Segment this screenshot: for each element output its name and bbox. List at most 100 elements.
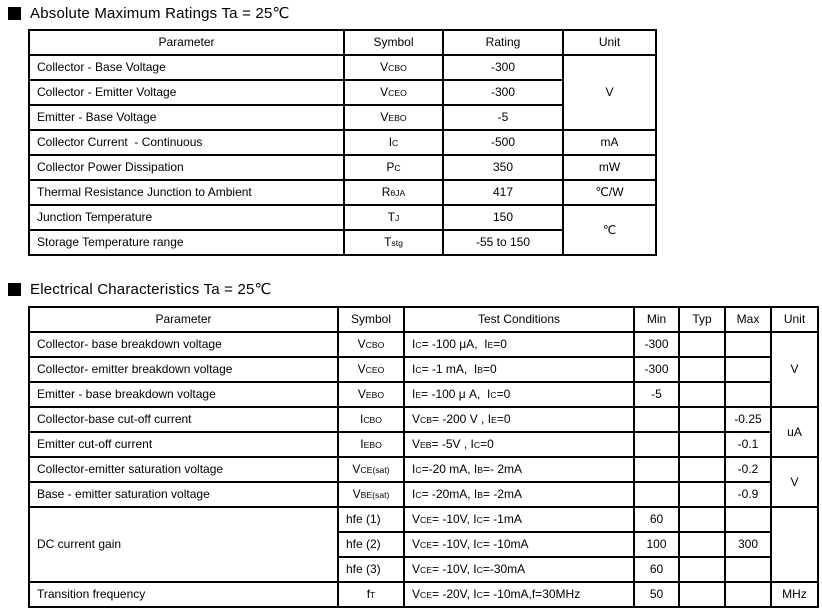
rating-cell: -300: [442, 79, 564, 106]
unit-cell: V: [562, 54, 657, 131]
col-header-parameter: Parameter: [28, 306, 339, 333]
table-row: Emitter cut-off current IEBO VEB= -5V , …: [28, 431, 818, 458]
table-row: Thermal Resistance Junction to Ambient R…: [28, 179, 657, 206]
table-row: hfe (2) VCE= -10V, IC= -10mA 100 300: [29, 531, 818, 558]
table-row: Storage Temperature range Tstg -55 to 15…: [28, 229, 656, 256]
unit-cell: MHz: [770, 581, 819, 608]
max-cell: [724, 556, 772, 583]
min-cell: -300: [633, 356, 680, 383]
max-cell: -0.2: [724, 456, 772, 483]
square-bullet-icon: [8, 282, 21, 296]
symbol-cell: VCBO: [343, 54, 444, 81]
max-cell: [724, 381, 772, 408]
col-header-test-conditions: Test Conditions: [403, 306, 635, 333]
max-cell: 300: [724, 531, 772, 558]
symbol-cell: VCBO: [337, 331, 405, 358]
rating-cell: -55 to 150: [442, 229, 564, 256]
cond-cell: IC= -20mA, IB= -2mA: [403, 481, 635, 508]
absolute-maximum-ratings-table: Parameter Symbol Rating Unit Collector -…: [28, 29, 657, 256]
rating-cell: 350: [442, 154, 564, 181]
rating-cell: -5: [442, 104, 564, 131]
unit-cell: mA: [562, 129, 657, 156]
min-cell: [633, 481, 680, 508]
unit-cell: ℃/W: [562, 179, 657, 206]
max-cell: -0.1: [724, 431, 772, 458]
cond-cell: VCE= -10V, IC= -1mA: [403, 506, 635, 533]
min-cell: [633, 456, 680, 483]
min-cell: 50: [633, 581, 680, 608]
symbol-cell: fT: [337, 581, 405, 608]
square-bullet-icon: [8, 6, 21, 20]
symbol-cell: ICBO: [337, 406, 405, 433]
param-cell: Storage Temperature range: [28, 229, 345, 256]
param-cell: Junction Temperature: [28, 204, 345, 231]
param-cell: Collector-base cut-off current: [28, 406, 339, 433]
col-header-parameter: Parameter: [28, 29, 345, 56]
col-header-symbol: Symbol: [343, 29, 444, 56]
rating-cell: -500: [442, 129, 564, 156]
unit-cell: V: [770, 331, 819, 408]
symbol-cell: VCEO: [337, 356, 405, 383]
col-header-symbol: Symbol: [337, 306, 405, 333]
typ-cell: [678, 381, 726, 408]
symbol-cell: hfe (3): [337, 556, 405, 583]
section-title-text: Absolute Maximum Ratings Ta = 25℃: [30, 5, 290, 22]
table-row: Emitter - base breakdown voltage VEBO IE…: [28, 381, 818, 408]
table-row: Collector Current - Continuous IC -500 m…: [28, 129, 657, 156]
typ-cell: [678, 581, 726, 608]
unit-cell: V: [770, 456, 819, 508]
typ-cell: [678, 556, 726, 583]
table-row: Junction Temperature TJ 150 ℃: [28, 204, 657, 256]
typ-cell: [678, 506, 726, 533]
table-row: Collector - Base Voltage VCBO -300 V: [28, 54, 657, 131]
param-cell: Emitter - Base Voltage: [28, 104, 345, 131]
param-cell: Collector-emitter saturation voltage: [28, 456, 339, 483]
table-row: Collector - Emitter Voltage VCEO -300: [28, 79, 656, 106]
param-cell: Collector- emitter breakdown voltage: [28, 356, 339, 383]
symbol-cell: hfe (2): [337, 531, 405, 558]
max-cell: [724, 581, 772, 608]
min-cell: 60: [633, 506, 680, 533]
param-cell: Collector- base breakdown voltage: [28, 331, 339, 358]
symbol-cell: IEBO: [337, 431, 405, 458]
unit-cell: ℃: [562, 204, 657, 256]
cond-cell: VCE= -10V, IC= -10mA: [403, 531, 635, 558]
max-cell: [724, 331, 772, 358]
min-cell: 60: [633, 556, 680, 583]
param-cell: Collector - Base Voltage: [28, 54, 345, 81]
symbol-cell: VCE(sat): [337, 456, 405, 483]
typ-cell: [678, 481, 726, 508]
symbol-cell: VBE(sat): [337, 481, 405, 508]
table-row: DC current gain hfe (1) VCE= -10V, IC= -…: [28, 506, 819, 583]
param-cell: DC current gain: [28, 506, 339, 583]
typ-cell: [678, 356, 726, 383]
symbol-cell: TJ: [343, 204, 444, 231]
param-cell: Collector - Emitter Voltage: [28, 79, 345, 106]
max-cell: [724, 506, 772, 533]
col-header-unit: Unit: [562, 29, 657, 56]
col-header-rating: Rating: [442, 29, 564, 56]
table-header-row: Parameter Symbol Rating Unit: [28, 29, 657, 56]
rating-cell: 417: [442, 179, 564, 206]
table-row: hfe (3) VCE= -10V, IC=-30mA 60: [29, 556, 818, 583]
unit-cell: uA: [770, 406, 819, 458]
cond-cell: VCE= -10V, IC=-30mA: [403, 556, 635, 583]
param-cell: Emitter - base breakdown voltage: [28, 381, 339, 408]
symbol-cell: hfe (1): [337, 506, 405, 533]
symbol-cell: VEBO: [337, 381, 405, 408]
section-title-absolute-maximum-ratings: Absolute Maximum Ratings Ta = 25℃: [8, 4, 290, 22]
col-header-min: Min: [633, 306, 680, 333]
section-title-electrical-characteristics: Electrical Characteristics Ta = 25℃: [8, 280, 272, 298]
cond-cell: IC=-20 mA, IB=- 2mA: [403, 456, 635, 483]
table-row: Transition frequency fT VCE= -20V, IC= -…: [28, 581, 819, 608]
table-header-row: Parameter Symbol Test Conditions Min Typ…: [28, 306, 819, 333]
symbol-cell: IC: [343, 129, 444, 156]
table-row: Collector- emitter breakdown voltage VCE…: [28, 356, 818, 383]
param-cell: Thermal Resistance Junction to Ambient: [28, 179, 345, 206]
table-row: Collector-emitter saturation voltage VCE…: [28, 456, 819, 508]
symbol-cell: Tstg: [343, 229, 444, 256]
max-cell: -0.25: [724, 406, 772, 433]
max-cell: -0.9: [724, 481, 772, 508]
param-cell: Collector Current - Continuous: [28, 129, 345, 156]
